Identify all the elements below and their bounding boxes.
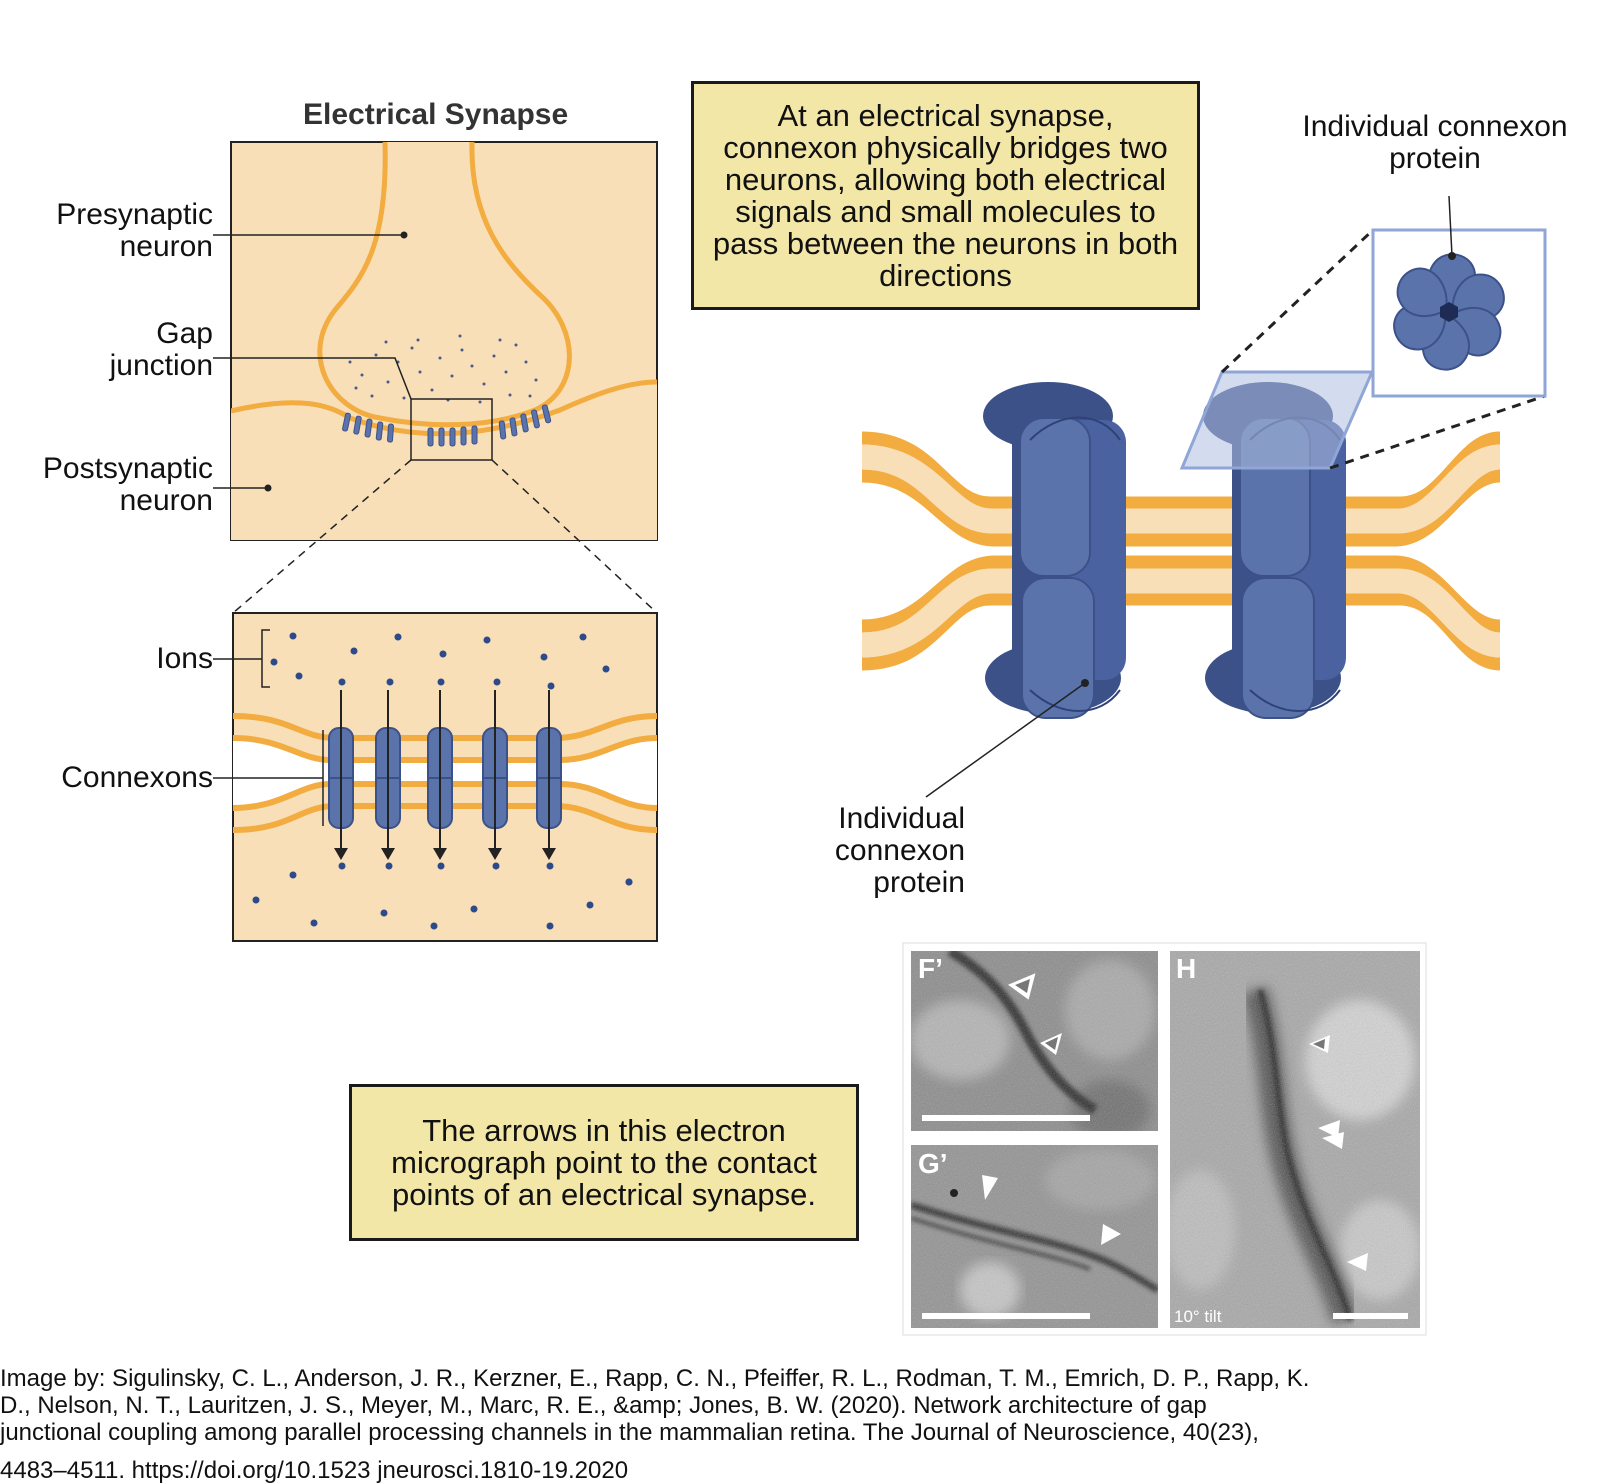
zoom-connexon-4: [482, 690, 508, 860]
callout-micrograph: The arrows in this electron micrograph p…: [349, 1084, 859, 1241]
presynaptic-membrane: [317, 142, 572, 428]
junction-connexons: [342, 404, 552, 447]
connexons-label: Connexons: [61, 761, 213, 794]
connexon-top-label: Individual connexon protein: [1302, 110, 1568, 175]
connexon-hexamer: [1393, 253, 1505, 371]
zoom-connexon-2: [375, 690, 401, 860]
connexon-illustration: [861, 195, 1547, 798]
panel-h-label: H: [1176, 953, 1197, 984]
synapse-overview-panel: [213, 141, 658, 541]
panel-f-label: F’: [918, 953, 943, 984]
diagram-title: Electrical Synapse: [303, 98, 569, 131]
citation-line-3: junctional coupling among parallel proce…: [0, 1419, 1259, 1446]
citation-line-1: Image by: Sigulinsky, C. L., Anderson, J…: [0, 1365, 1310, 1392]
gap-junction-label: Gap junction: [109, 317, 213, 382]
vesicle-dots: [348, 334, 538, 404]
zoom-connexon-5: [536, 690, 562, 860]
zoom-connexon-3: [427, 690, 453, 860]
large-connexon-1: [983, 382, 1126, 719]
electron-micrograph: [902, 942, 1427, 1336]
micrograph-panel-f: [911, 951, 1158, 1131]
tilt-label: 10° tilt: [1174, 1307, 1222, 1326]
presynaptic-neuron-label: Presynaptic neuron: [56, 198, 213, 263]
ion-dots: [252, 632, 633, 930]
citation-line-4: 4483–4511. https://doi.org/10.1523 jneur…: [0, 1457, 629, 1484]
gap-junction-zoom-box: [410, 398, 493, 461]
panel-g-label: G’: [918, 1148, 948, 1179]
ions-label: Ions: [156, 642, 213, 675]
connexon-bottom-label: Individual connexon protein: [834, 802, 965, 899]
connexon-zoom-panel: [213, 612, 658, 942]
callout-electrical-synapse: At an electrical synapse, connexon physi…: [691, 81, 1200, 310]
zoom-connexon-1: [328, 690, 354, 860]
micrograph-panel-g: [911, 1145, 1158, 1328]
postsynaptic-neuron-label: Postsynaptic neuron: [42, 452, 213, 517]
micrograph-panel-h: [1170, 951, 1420, 1328]
citation-line-2: D., Nelson, N. T., Lauritzen, J. S., Mey…: [0, 1392, 1207, 1419]
